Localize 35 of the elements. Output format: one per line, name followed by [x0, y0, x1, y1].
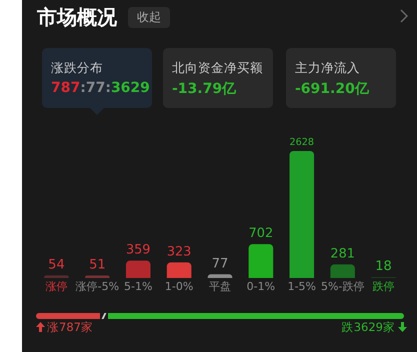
data-label: 2628: [290, 137, 314, 148]
bar: [126, 260, 150, 278]
text: 跌3629家: [342, 320, 395, 335]
text: 收起: [128, 7, 170, 28]
x-tick-label: 平盘: [209, 280, 231, 293]
x-tick-label: 涨停: [45, 280, 68, 293]
bar: [166, 262, 192, 278]
data-label: 323: [166, 244, 192, 260]
data-label: 359: [126, 242, 150, 258]
data-label: 77: [212, 256, 228, 272]
text: 787:77:3629: [51, 80, 150, 96]
text: 主力净流入: [295, 60, 360, 77]
data-label: 281: [330, 246, 355, 262]
x-tick-label: 5%-跌停: [320, 280, 364, 293]
data-label: 51: [89, 258, 106, 273]
text: -13.79亿: [172, 80, 236, 98]
x-tick-label: 1-0%: [164, 280, 194, 293]
text: 涨787家: [47, 320, 93, 335]
data-label: 18: [375, 259, 392, 274]
text: 涨跌分布: [51, 60, 103, 77]
chart-title: 市场概况: [37, 4, 117, 31]
data-label: 702: [248, 226, 274, 242]
x-tick-label: 涨停-5%: [76, 280, 120, 293]
bar: [290, 151, 314, 278]
x-tick-label: 1-5%: [288, 280, 316, 293]
text: -691.20亿: [295, 80, 369, 98]
x-tick-label: 跌停: [372, 280, 395, 293]
data-label: 54: [48, 257, 65, 272]
x-tick-label: 0-1%: [246, 280, 276, 293]
bar: [44, 275, 69, 278]
text: 北向资金净买额: [172, 60, 263, 77]
bar: [330, 264, 355, 278]
bar: [208, 274, 232, 278]
bar: [248, 244, 274, 278]
x-tick-label: 5-1%: [124, 280, 152, 293]
